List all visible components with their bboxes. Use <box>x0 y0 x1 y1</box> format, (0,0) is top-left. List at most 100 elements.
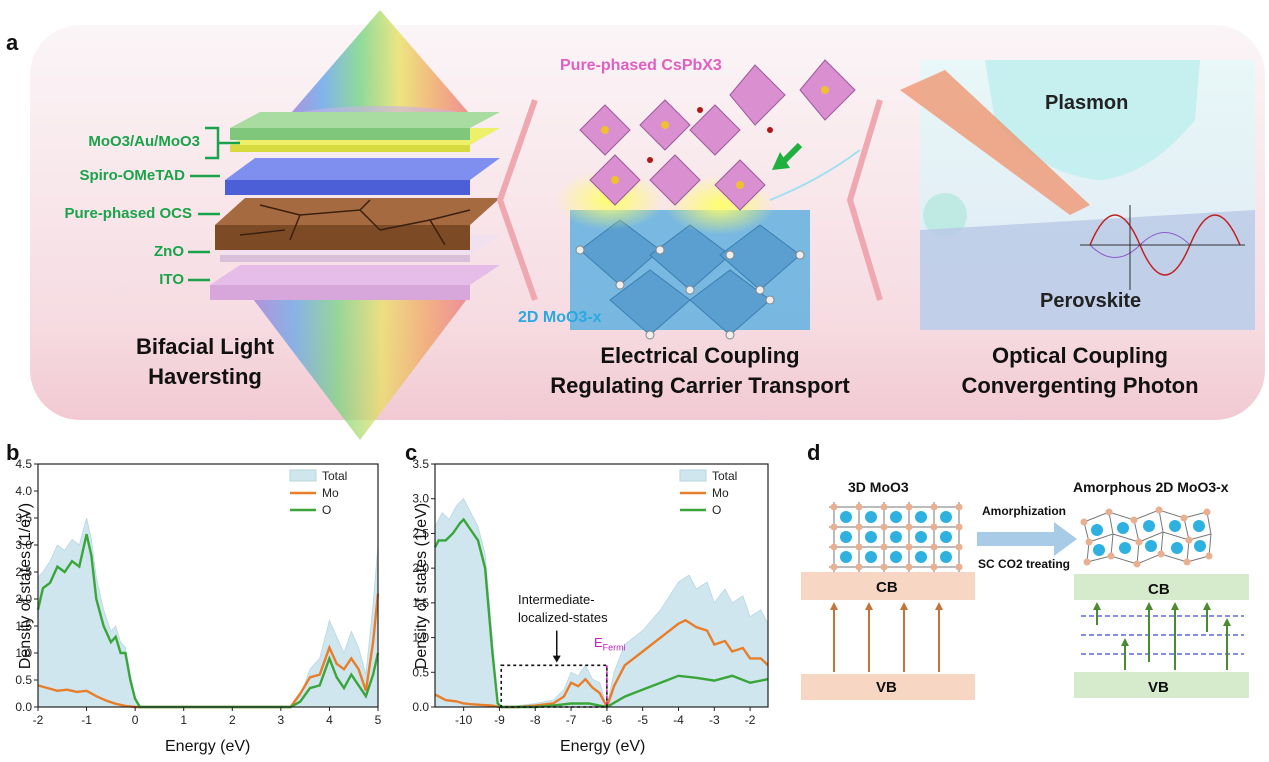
legend-label-o: O <box>712 503 721 517</box>
vb-box-right <box>1074 672 1249 698</box>
y-tick-label: 3.5 <box>412 457 429 471</box>
chart-b: -2 -1 0 1 2 3 4 5 0.0 0.5 1.0 1.5 2.0 2.5 3.0 3.5 4.0 4.5… <box>15 457 382 727</box>
fermi-e: E <box>594 635 603 650</box>
plot-frame <box>37 463 379 708</box>
legend-label-total: Total <box>712 469 737 483</box>
bottom-light-cone <box>250 295 470 440</box>
x-tick-label: 0 <box>132 713 139 727</box>
legend-swatch-total <box>679 469 707 482</box>
legend-label-o: O <box>322 503 331 517</box>
cb-box-left <box>801 572 975 600</box>
x-tick-label: 3 <box>278 713 285 727</box>
x-tick-label: 2 <box>229 713 236 727</box>
x-tick-label: -3 <box>709 713 720 727</box>
panel-d-right-title: Amorphous 2D MoO3-x <box>1073 479 1229 495</box>
vb-box-left <box>801 674 975 700</box>
x-tick-label: -9 <box>494 713 505 727</box>
left-caption-line2: Haversting <box>148 364 262 389</box>
x-tick-label: 5 <box>375 713 382 727</box>
x-tick-label: -4 <box>673 713 684 727</box>
vb-label-right: VB <box>1148 679 1169 696</box>
legend-label-mo: Mo <box>322 486 339 500</box>
panel-b-letter: b <box>6 440 20 465</box>
right-caption-line1: Optical Coupling <box>992 343 1168 368</box>
y-tick-label: 2.5 <box>412 526 429 540</box>
lattice-3d-moo3 <box>829 502 963 572</box>
chart-c-xlabel: Energy (eV) <box>560 738 646 755</box>
y-tick-label: 0.5 <box>412 665 429 679</box>
y-tick-label: 0.5 <box>15 673 32 687</box>
layer-label-moo3-au-moo3: MoO3/Au/MoO3 <box>88 133 200 150</box>
y-tick-label: 1.0 <box>15 646 32 660</box>
y-tick-label: 0.0 <box>412 700 429 714</box>
panel-a-canvas <box>30 10 1265 440</box>
chevron-left <box>496 99 538 301</box>
legend-swatch-total <box>289 469 317 482</box>
x-tick-label: -10 <box>455 713 473 727</box>
series-total-area <box>434 498 769 708</box>
cb-box-right <box>1074 574 1249 600</box>
csp-label: Pure-phased CsPbX3 <box>560 57 722 74</box>
panel-a-letter: a <box>6 30 19 55</box>
mid-caption-line2: Regulating Carrier Transport <box>550 373 850 398</box>
left-caption-line1: Bifacial Light <box>135 334 275 359</box>
localized-state-lines <box>1081 615 1244 655</box>
lattice-amorphous <box>1080 506 1213 568</box>
x-tick-label: -7 <box>566 713 577 727</box>
y-tick-label: 2.0 <box>15 592 32 606</box>
layer-leader-lines <box>188 126 240 282</box>
layer-label-ocs: Pure-phased OCS <box>64 205 192 222</box>
panel-d-arrow-bottom: SC CO2 treating <box>978 557 1071 571</box>
x-tick-label: 1 <box>180 713 187 727</box>
plasmon-label: Plasmon <box>1045 92 1129 114</box>
panel-d-arrow-top: Amorphization <box>982 504 1066 518</box>
x-tick-label: -6 <box>602 713 613 727</box>
cb-label-right: CB <box>1148 581 1170 598</box>
light-beam <box>900 70 1090 215</box>
y-tick-label: 2.5 <box>15 565 32 579</box>
x-tick-label: -5 <box>637 713 648 727</box>
legend-label-mo: Mo <box>712 486 729 500</box>
y-tick-label: 3.5 <box>15 511 32 525</box>
y-tick-label: 3.0 <box>15 538 32 552</box>
chart-c-annotation-1: Intermediate- <box>518 592 595 607</box>
series-mo-line <box>434 618 769 711</box>
y-tick-label: 4.5 <box>15 457 32 471</box>
x-tick-label: -8 <box>530 713 541 727</box>
vb-label-left: VB <box>876 679 897 696</box>
perovskite-label: Perovskite <box>1040 290 1142 312</box>
panel-c-letter: c <box>405 440 418 465</box>
y-tick-label: 1.0 <box>412 631 429 645</box>
y-tick-label: 3.0 <box>412 492 429 506</box>
y-tick-label: 1.5 <box>15 619 32 633</box>
layer-label-zno: ZnO <box>154 243 184 260</box>
layer-label-spiro: Spiro-OMeTAD <box>79 167 185 184</box>
chart-c-fermi-label: EFermi <box>594 635 626 653</box>
layer-label-ito: ITO <box>159 271 184 288</box>
x-tick-label: 4 <box>326 713 333 727</box>
top-light-cone <box>285 10 475 120</box>
y-tick-label: 0.0 <box>15 700 32 714</box>
transform-arrow <box>977 522 1077 556</box>
series-o-line <box>36 533 380 709</box>
panel-d-canvas <box>801 502 1249 700</box>
chart-b-ylabel: Density of states (1/eV) <box>17 502 34 670</box>
panel-d-left-title: 3D MoO3 <box>848 479 909 495</box>
x-tick-label: -2 <box>33 713 44 727</box>
y-tick-label: 2.0 <box>412 561 429 575</box>
legend-label-total: Total <box>322 469 347 483</box>
annotation-arrow-head <box>552 655 561 663</box>
panel-d-letter: d <box>807 440 821 465</box>
fermi-sub: Fermi <box>602 642 626 653</box>
chart-c-annotation-2: localized-states <box>518 610 608 625</box>
arrows-right <box>1093 602 1231 670</box>
moo3x-label: 2D MoO3-x <box>518 309 602 326</box>
device-stack <box>210 112 500 300</box>
chart-b-xlabel: Energy (eV) <box>165 738 251 755</box>
perovskite-lattice <box>555 59 861 340</box>
y-tick-label: 1.5 <box>412 596 429 610</box>
mid-caption-line1: Electrical Coupling <box>600 343 800 368</box>
cb-label-left: CB <box>876 579 898 596</box>
y-tick-label: 4.0 <box>15 484 32 498</box>
arrows-left <box>830 602 943 672</box>
